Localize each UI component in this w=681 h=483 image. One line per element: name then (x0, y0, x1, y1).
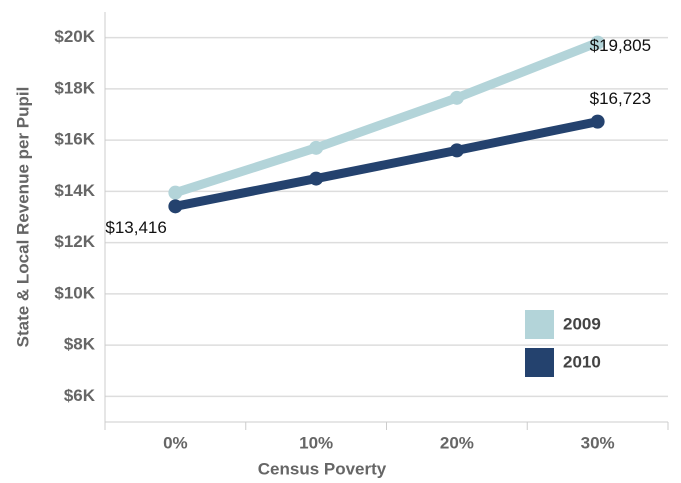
y-tick-label: $14K (54, 181, 95, 200)
x-tick-label: 20% (440, 433, 474, 452)
data-label: $19,805 (590, 36, 651, 55)
y-tick-label: $10K (54, 283, 95, 302)
y-tick-label: $18K (54, 78, 95, 97)
y-axis-label: State & Local Revenue per Pupil (13, 87, 32, 348)
data-point (590, 35, 605, 50)
legend-swatch (525, 348, 554, 377)
series-line (174, 38, 600, 197)
data-point (309, 171, 324, 186)
data-label: $13,416 (105, 218, 166, 237)
y-tick-label: $8K (64, 335, 96, 354)
x-axis-label: Census Poverty (258, 459, 387, 478)
y-tick-label: $12K (54, 232, 95, 251)
x-tick-label: 10% (299, 433, 333, 452)
legend-label: 2010 (563, 352, 601, 371)
x-tick-label: 30% (581, 433, 615, 452)
y-tick-label: $20K (54, 27, 95, 46)
data-label: $16,723 (590, 89, 651, 108)
legend-swatch (525, 310, 554, 339)
data-point (449, 90, 464, 105)
data-point (309, 140, 324, 155)
data-point (590, 114, 605, 129)
series-line (174, 117, 599, 211)
data-point (449, 143, 464, 158)
legend-label: 2009 (563, 314, 601, 333)
data-point (168, 199, 183, 214)
data-point (168, 185, 183, 200)
x-tick-label: 0% (163, 433, 188, 452)
y-tick-label: $16K (54, 130, 95, 149)
y-tick-label: $6K (64, 386, 96, 405)
